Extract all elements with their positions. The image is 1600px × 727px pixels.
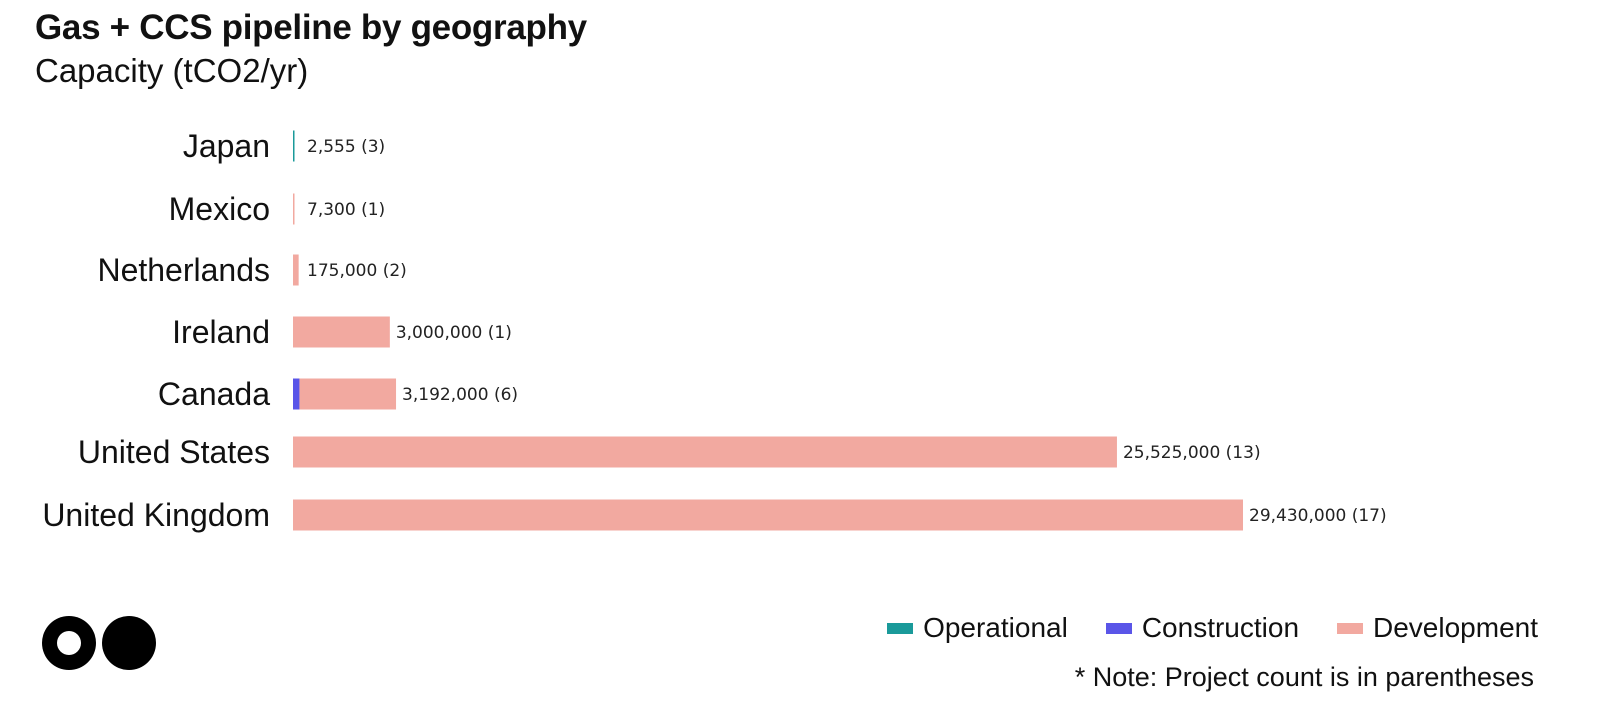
bar-mexico-development bbox=[293, 193, 295, 225]
data-label-canada: 3,192,000 (6) bbox=[402, 385, 518, 405]
data-label-japan: 2,555 (3) bbox=[307, 137, 385, 157]
legend-swatch-operational bbox=[887, 622, 914, 634]
category-label-united-states: United States bbox=[78, 434, 270, 470]
chart-subtitle: Capacity (tCO2/yr) bbox=[35, 52, 309, 89]
data-label-netherlands: 175,000 (2) bbox=[307, 261, 407, 281]
legend-swatch-development bbox=[1337, 622, 1364, 634]
data-label-united-states: 25,525,000 (13) bbox=[1123, 443, 1261, 463]
legend-item-construction: Construction bbox=[1105, 612, 1300, 644]
data-label-mexico: 7,300 (1) bbox=[307, 200, 385, 220]
category-label-japan: Japan bbox=[183, 128, 270, 164]
legend-item-development: Development bbox=[1337, 612, 1538, 644]
category-label-united-kingdom: United Kingdom bbox=[42, 497, 270, 533]
legend-swatch-construction bbox=[1105, 622, 1132, 634]
legend-item-operational: Operational bbox=[887, 612, 1068, 644]
legend-label-operational: Operational bbox=[923, 612, 1068, 643]
bar-canada-construction bbox=[293, 378, 300, 410]
bar-ireland-development bbox=[293, 316, 390, 348]
footnote: * Note: Project count is in parentheses bbox=[1074, 662, 1534, 692]
bar-united-kingdom-development bbox=[293, 499, 1243, 531]
chart-legend: Operational Construction Development bbox=[887, 612, 1538, 644]
data-label-ireland: 3,000,000 (1) bbox=[396, 323, 512, 343]
brand-logo bbox=[42, 616, 162, 672]
category-label-canada: Canada bbox=[158, 376, 270, 412]
bar-canada-development bbox=[299, 378, 397, 410]
data-label-united-kingdom: 29,430,000 (17) bbox=[1249, 506, 1387, 526]
bar-united-states-development bbox=[293, 436, 1117, 468]
bar-japan-operational bbox=[293, 130, 295, 162]
category-label-netherlands: Netherlands bbox=[97, 252, 270, 288]
chart-title: Gas + CCS pipeline by geography bbox=[35, 8, 587, 47]
category-label-ireland: Ireland bbox=[172, 314, 270, 350]
legend-label-development: Development bbox=[1373, 612, 1538, 643]
bar-chart: Japan 2,555 (3) Mexico 7,300 (1) Netherlands… bbox=[42, 128, 1387, 533]
category-label-mexico: Mexico bbox=[169, 191, 270, 227]
logo-dot-icon bbox=[102, 616, 156, 670]
logo-ring-icon bbox=[42, 616, 96, 670]
bar-netherlands-development bbox=[293, 254, 299, 286]
legend-label-construction: Construction bbox=[1141, 612, 1300, 643]
